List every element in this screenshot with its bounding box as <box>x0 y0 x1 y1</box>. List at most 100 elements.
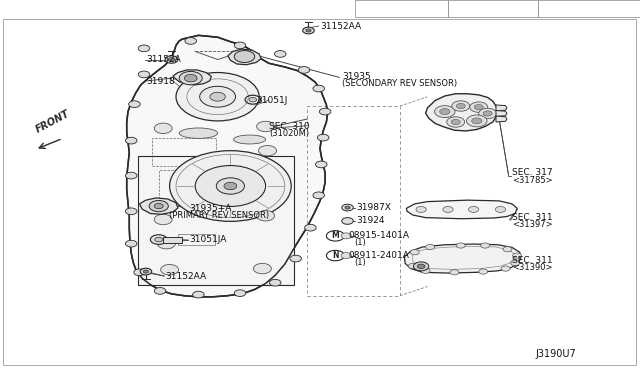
Circle shape <box>179 71 202 85</box>
Circle shape <box>216 178 244 194</box>
Circle shape <box>290 255 301 262</box>
Text: 31924: 31924 <box>356 217 385 225</box>
Polygon shape <box>496 110 507 116</box>
Circle shape <box>154 203 163 209</box>
Circle shape <box>210 92 225 101</box>
Circle shape <box>154 288 166 294</box>
Circle shape <box>303 27 314 34</box>
Circle shape <box>416 206 426 212</box>
Circle shape <box>129 101 140 108</box>
Text: (1): (1) <box>355 238 366 247</box>
Circle shape <box>125 240 137 247</box>
Text: SEC. 311: SEC. 311 <box>512 256 552 265</box>
Circle shape <box>195 166 266 206</box>
Polygon shape <box>496 105 507 111</box>
Circle shape <box>140 268 152 275</box>
Circle shape <box>305 224 316 231</box>
Circle shape <box>468 206 479 212</box>
Circle shape <box>481 243 490 248</box>
Circle shape <box>479 108 497 119</box>
Bar <box>538 0 640 17</box>
Circle shape <box>155 237 163 242</box>
Text: 31935: 31935 <box>342 72 371 81</box>
Text: <31397>: <31397> <box>512 220 552 229</box>
Text: FRONT: FRONT <box>34 108 71 135</box>
Circle shape <box>345 206 350 209</box>
Circle shape <box>479 269 488 274</box>
Text: SEC. 310: SEC. 310 <box>269 122 309 131</box>
Polygon shape <box>406 200 517 219</box>
Circle shape <box>426 244 435 250</box>
Circle shape <box>435 106 455 118</box>
Circle shape <box>249 97 257 102</box>
Text: N: N <box>332 251 339 260</box>
Circle shape <box>451 119 460 125</box>
Circle shape <box>257 121 275 132</box>
Text: 08911-2401A: 08911-2401A <box>349 251 410 260</box>
Ellipse shape <box>234 135 266 144</box>
Circle shape <box>341 253 351 259</box>
Text: M: M <box>332 231 339 240</box>
Circle shape <box>138 71 150 78</box>
Polygon shape <box>496 116 507 122</box>
Circle shape <box>138 45 150 52</box>
Text: 31987X: 31987X <box>356 203 390 212</box>
Text: 08915-1401A: 08915-1401A <box>349 231 410 240</box>
Circle shape <box>234 290 246 296</box>
Circle shape <box>470 102 488 112</box>
Bar <box>163 237 182 243</box>
Circle shape <box>456 243 465 248</box>
Circle shape <box>150 235 167 244</box>
Circle shape <box>200 86 236 107</box>
Circle shape <box>456 103 465 109</box>
Text: (1): (1) <box>355 258 366 267</box>
Circle shape <box>474 105 483 110</box>
Circle shape <box>257 211 275 221</box>
Text: SEC. 311: SEC. 311 <box>512 213 552 222</box>
Text: 31152AA: 31152AA <box>165 272 206 280</box>
Polygon shape <box>173 70 211 85</box>
Bar <box>159 170 213 205</box>
Polygon shape <box>228 49 261 65</box>
Circle shape <box>452 101 470 111</box>
Circle shape <box>319 108 331 115</box>
Bar <box>178 234 215 245</box>
Circle shape <box>317 134 329 141</box>
Circle shape <box>157 238 175 249</box>
Circle shape <box>483 111 492 116</box>
Circle shape <box>341 233 351 239</box>
Circle shape <box>503 247 512 252</box>
Circle shape <box>193 291 204 298</box>
Text: (31020M): (31020M) <box>269 129 309 138</box>
Circle shape <box>176 73 259 121</box>
Circle shape <box>143 270 148 273</box>
Text: <31390>: <31390> <box>512 263 552 272</box>
Circle shape <box>170 151 291 221</box>
Circle shape <box>161 264 179 275</box>
Text: 31152A: 31152A <box>146 55 180 64</box>
Circle shape <box>450 270 459 275</box>
Text: SEC. 317: SEC. 317 <box>512 169 552 177</box>
Circle shape <box>234 51 255 62</box>
Circle shape <box>421 268 430 273</box>
Polygon shape <box>140 198 178 214</box>
Circle shape <box>224 182 237 190</box>
Circle shape <box>234 42 246 49</box>
Circle shape <box>154 214 172 225</box>
Circle shape <box>342 218 353 224</box>
Ellipse shape <box>179 128 218 138</box>
Circle shape <box>184 74 197 82</box>
Text: 31051JA: 31051JA <box>189 235 226 244</box>
Bar <box>307 106 400 296</box>
Circle shape <box>185 38 196 44</box>
Text: 31935+A: 31935+A <box>189 204 231 213</box>
Circle shape <box>467 115 487 127</box>
Circle shape <box>125 172 137 179</box>
Circle shape <box>313 85 324 92</box>
Polygon shape <box>404 244 521 273</box>
Circle shape <box>154 123 172 134</box>
Circle shape <box>168 58 175 61</box>
Circle shape <box>165 56 178 63</box>
Text: 31918: 31918 <box>146 77 175 86</box>
Circle shape <box>149 201 168 212</box>
